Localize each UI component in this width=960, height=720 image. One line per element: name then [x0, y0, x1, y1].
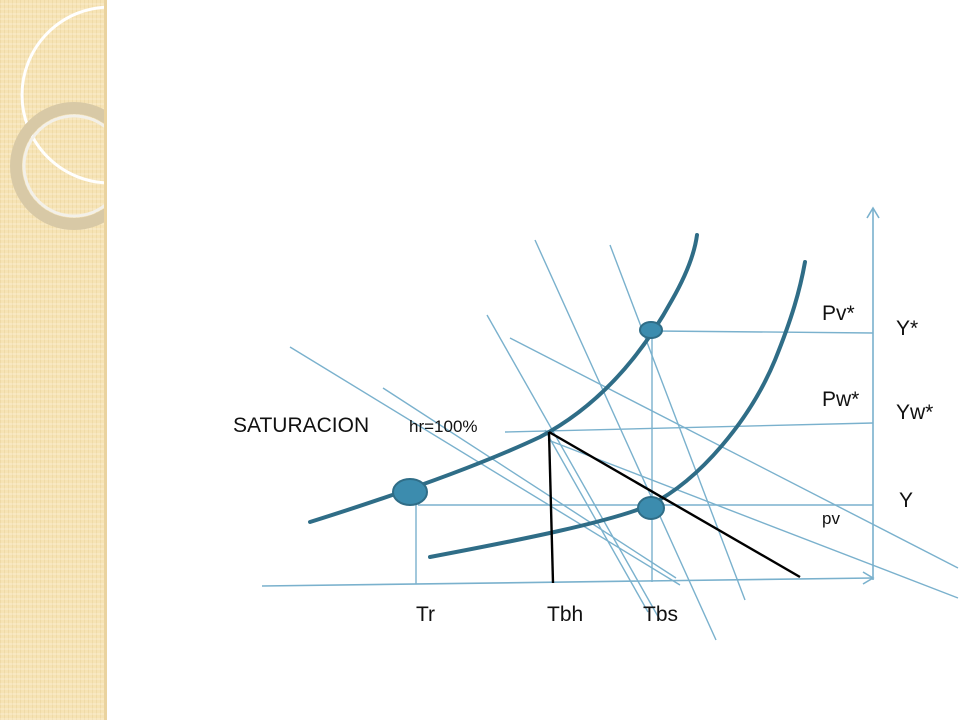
decorative-side-band [0, 0, 107, 720]
state-point-marker [637, 496, 665, 520]
partial-humidity-curve [428, 260, 807, 559]
diagonal-line [547, 439, 959, 599]
label-y-star: Y* [896, 317, 918, 340]
axes [261, 206, 880, 587]
x-axis-arrow [862, 571, 875, 585]
decorative-circles [10, 5, 104, 230]
label-yw-star: Yw* [896, 401, 933, 424]
label-pv: pv [822, 509, 840, 528]
label-tbh: Tbh [547, 603, 583, 626]
decorative-ring-outer [10, 102, 104, 230]
pv-star-line [654, 330, 874, 334]
label-pw-star: Pw* [822, 388, 859, 411]
diagonal-line [509, 337, 959, 569]
saturation-point-marker [639, 321, 663, 339]
decorative-ring-inner [22, 114, 104, 218]
decorative-arc [20, 5, 104, 185]
yw-star-line [504, 422, 874, 433]
horizontal-lines [418, 330, 874, 506]
tbh-line [547, 431, 555, 584]
vertical-lines [415, 338, 653, 584]
label-tr: Tr [416, 603, 435, 626]
label-tbs: Tbs [643, 603, 678, 626]
y-axis-arrow [866, 206, 880, 219]
saturation-curve [308, 233, 699, 524]
adiabatic-line [548, 430, 801, 579]
diagonal-lines [289, 239, 959, 641]
label-pv-star: Pv* [822, 302, 855, 325]
diagonal-line [382, 387, 677, 579]
label-y: Y [899, 489, 913, 512]
label-hr: hr=100% [409, 417, 478, 436]
x-axis [261, 577, 874, 587]
diagonal-line [534, 239, 717, 641]
diagonal-line [486, 314, 661, 621]
label-saturacion: SATURACION [233, 414, 369, 437]
dew-point-marker [392, 478, 428, 506]
diagonal-line [609, 244, 746, 601]
diagonal-line [289, 346, 681, 586]
